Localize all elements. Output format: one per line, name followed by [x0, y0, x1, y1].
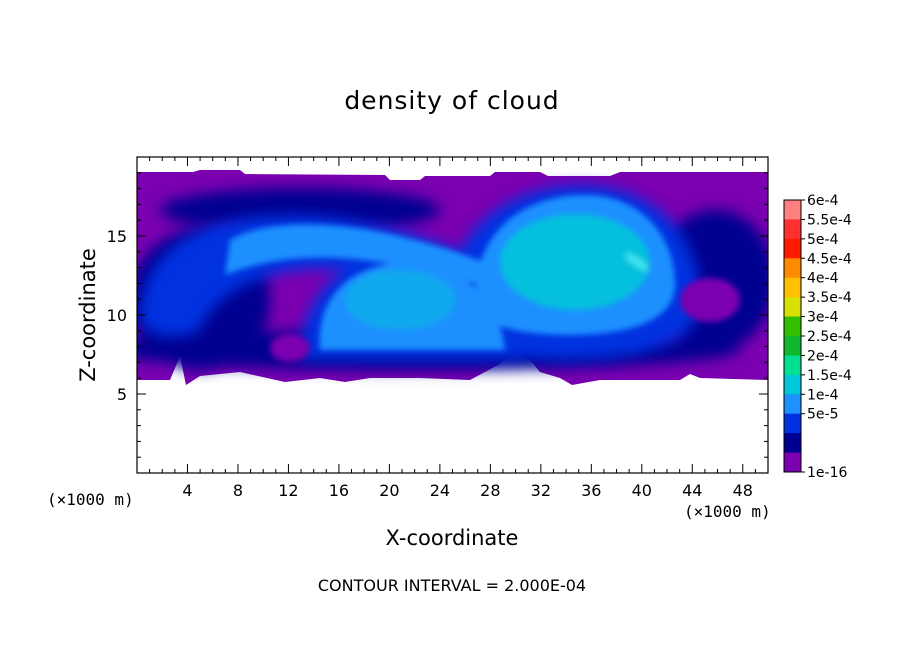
- purple-pocket-right: [680, 278, 740, 322]
- x-tick-label: 48: [733, 481, 753, 500]
- colorbar: 6e-4 5.5e-4 5e-4 4.5e-4 4e-4 3.5e-4 3e-4 2.5e-4…: [783, 193, 852, 481]
- y-tick-label: 15: [107, 227, 127, 246]
- colorbar-label: 3e-4: [807, 310, 839, 326]
- cyan-core-right: [500, 214, 650, 310]
- x-tick-label: 36: [581, 481, 601, 500]
- colorbar-label: 5e-4: [807, 232, 839, 248]
- x-tick-label: 12: [278, 481, 298, 500]
- y-tick-label: 5: [117, 385, 127, 404]
- colorbar-swatch: [784, 336, 801, 356]
- colorbar-label: 5e-5: [807, 407, 838, 423]
- cyan-streak: [625, 253, 649, 271]
- colorbar-swatch: [784, 355, 801, 376]
- x-tick-label: 44: [682, 481, 702, 500]
- colorbar-swatch: [784, 316, 801, 337]
- x-ticks: 4 8 12 16 20 24 28 32 36 40 44 48: [149, 157, 756, 500]
- x-tick-label: 28: [480, 481, 500, 500]
- colorbar-label: 2e-4: [807, 348, 839, 364]
- cyan-core-central: [345, 270, 455, 330]
- colorbar-label: 2.5e-4: [807, 329, 852, 345]
- y-tick-label: 10: [107, 306, 127, 325]
- x-tick-label: 40: [632, 481, 652, 500]
- colorbar-swatch: [784, 200, 801, 220]
- colorbar-swatch: [784, 258, 801, 279]
- colorbar-swatch: [784, 374, 801, 395]
- chart-title: density of cloud: [344, 86, 560, 115]
- x-tick-label: 16: [329, 481, 349, 500]
- x-tick-label: 32: [531, 481, 551, 500]
- colorbar-label: 4e-4: [807, 271, 839, 287]
- navy-region-upper: [160, 188, 440, 232]
- colorbar-label: 6e-4: [807, 193, 839, 209]
- colorbar-swatch: [784, 394, 801, 415]
- colorbar-swatch: [784, 219, 801, 240]
- colorbar-swatch: [784, 297, 801, 318]
- colorbar-label: 1e-4: [807, 387, 839, 403]
- x-unit-label-right: (×1000 m): [684, 502, 771, 521]
- colorbar-label: 1.5e-4: [807, 368, 852, 384]
- x-tick-label: 4: [182, 481, 192, 500]
- cloud-field: [137, 170, 768, 385]
- colorbar-swatch: [784, 433, 801, 454]
- purple-pocket-left: [270, 334, 310, 362]
- x-unit-label-left: (×1000 m): [47, 490, 134, 509]
- colorbar-label: 1e-16: [807, 465, 847, 481]
- colorbar-label: 3.5e-4: [807, 290, 852, 306]
- colorbar-swatch: [784, 452, 801, 473]
- medium-blue-band: [225, 224, 500, 290]
- colorbar-swatch: [784, 277, 801, 298]
- x-axis-label: X-coordinate: [385, 526, 519, 550]
- colorbar-swatch: [784, 413, 801, 434]
- contour-interval-note: CONTOUR INTERVAL = 2.000E-04: [317, 576, 587, 595]
- colorbar-label: 4.5e-4: [807, 251, 852, 267]
- colorbar-label: 5.5e-4: [807, 212, 852, 228]
- y-ticks: 5 10 15: [107, 172, 768, 458]
- x-tick-label: 8: [233, 481, 243, 500]
- x-tick-label: 20: [379, 481, 399, 500]
- colorbar-swatch: [784, 238, 801, 259]
- x-tick-label: 24: [430, 481, 450, 500]
